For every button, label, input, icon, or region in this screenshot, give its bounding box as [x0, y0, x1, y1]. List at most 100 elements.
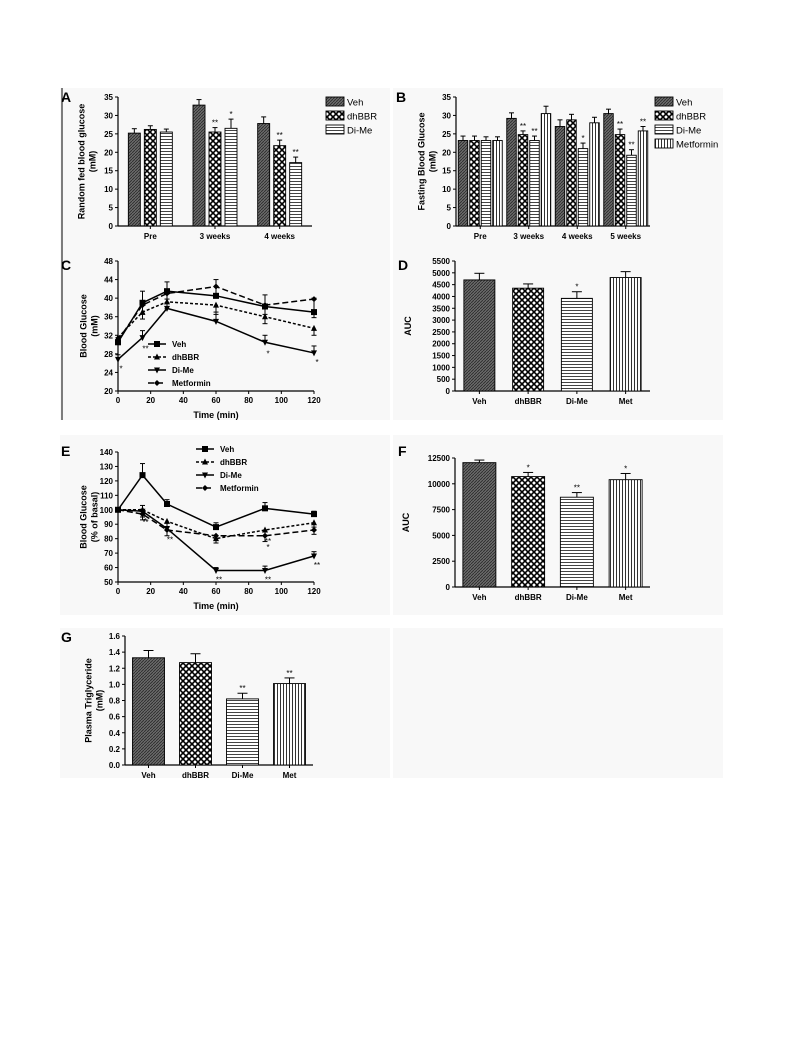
series-line [118, 509, 315, 540]
y-tick-label: 12500 [428, 454, 451, 463]
x-tick-label: 0 [116, 396, 121, 405]
x-tick-label: 100 [275, 587, 289, 596]
x-tick-label: 20 [146, 396, 155, 405]
marker-diamond [262, 302, 268, 309]
marker-triangle-down [202, 472, 208, 479]
x-tick-label: 80 [244, 587, 253, 596]
y-tick-label: 0.2 [109, 745, 121, 754]
x-axis-label: Time (min) [193, 601, 238, 611]
y-tick-label: 2500 [432, 557, 450, 566]
marker-triangle-down [164, 305, 170, 312]
x-tick-label: dhBBR [515, 593, 542, 602]
y-tick-label: 1500 [432, 352, 450, 361]
series-line [117, 509, 315, 537]
x-tick-label: Veh [472, 397, 486, 406]
x-tick-label: 60 [212, 396, 221, 405]
legend-label: Di-Me [172, 366, 194, 375]
legend-swatch [325, 96, 345, 107]
significance-mark: ** [531, 127, 537, 136]
series-line [117, 290, 315, 343]
y-tick-label: 10 [442, 185, 451, 194]
bar [127, 132, 141, 227]
y-tick-label: 40 [104, 294, 113, 303]
series-line [117, 285, 315, 341]
legend-label: dhBBR [347, 112, 377, 123]
significance-mark: * [581, 134, 584, 143]
significance-mark: * [168, 528, 171, 537]
marker-square [262, 505, 268, 512]
y-tick-label: 10 [104, 185, 113, 194]
x-tick-label: 3 weeks [200, 232, 231, 241]
x-axis-label: Time (min) [193, 410, 238, 420]
significance-mark: ** [265, 537, 271, 546]
y-tick-label: 32 [104, 331, 113, 340]
marker-diamond [262, 532, 268, 539]
marker-triangle [311, 519, 317, 526]
marker-triangle-down [154, 367, 160, 374]
y-tick-label: 4500 [432, 281, 450, 290]
series-line [117, 307, 315, 360]
legend-swatch [325, 124, 345, 135]
marker-triangle [202, 458, 208, 465]
panel-label-f: F [398, 443, 407, 459]
legend-label: Veh [172, 340, 186, 349]
y-tick-label: 0 [447, 222, 452, 231]
significance-mark: ** [286, 669, 292, 678]
y-axis-label: AUC [403, 316, 413, 336]
bar [226, 698, 259, 766]
significance-mark: ** [574, 484, 580, 493]
y-axis-label: Blood Glucose(mM) [79, 294, 100, 358]
bar [192, 104, 206, 227]
y-tick-label: 15 [104, 167, 113, 176]
x-tick-label: 3 weeks [513, 232, 544, 241]
marker-diamond [311, 296, 317, 303]
panel-label-e: E [61, 443, 70, 459]
y-tick-label: 20 [442, 148, 451, 157]
y-tick-label: 3000 [432, 316, 450, 325]
marker-diamond [139, 511, 146, 518]
panel-label-a: A [61, 89, 71, 105]
y-tick-label: 35 [442, 93, 451, 102]
significance-mark: ** [265, 575, 271, 584]
bar [517, 134, 529, 227]
y-tick-label: 1.0 [109, 680, 121, 689]
significance-mark: * [229, 110, 232, 119]
marker-square [164, 501, 170, 507]
panel-bg-f [393, 435, 723, 615]
bar [179, 662, 212, 766]
legend-label: Metformin [676, 140, 718, 151]
chart-g: 0.0 0.2 0.4 0.6 0.8 1.0 1.2 1.4 1.6 Plasma Trigly… [84, 632, 313, 780]
panel-label-c: C [61, 257, 71, 273]
x-tick-label: Di-Me [566, 593, 588, 602]
bar [609, 277, 642, 392]
y-tick-label: 1.6 [109, 632, 121, 641]
y-tick-label: 130 [100, 462, 114, 471]
marker-diamond [139, 302, 146, 309]
legend-label: Metformin [220, 484, 259, 493]
marker-triangle-down [213, 567, 219, 574]
significance-mark: ** [212, 119, 218, 128]
marker-triangle [154, 353, 160, 360]
bar [273, 683, 306, 766]
chart-f: 0 2500 5000 7500 10000 12500 AUC Veh * dhBBR ** Di-… [401, 454, 650, 602]
legend-label: dhBBR [172, 353, 199, 362]
legend-swatch [325, 110, 345, 121]
y-tick-label: 44 [104, 276, 113, 285]
y-tick-label: 20 [104, 148, 113, 157]
bar [540, 113, 552, 227]
significance-mark: ** [216, 575, 222, 584]
x-tick-label: 120 [307, 396, 321, 405]
bar [554, 126, 566, 227]
bar [637, 130, 649, 227]
significance-mark: ** [314, 561, 320, 570]
chart-e: 50 60 70 80 90 100 110 120 130 140 Blood Glucose(%… [79, 445, 322, 611]
significance-mark: ** [640, 117, 646, 126]
x-tick-label: Di-Me [232, 771, 254, 780]
x-tick-label: dhBBR [182, 771, 209, 780]
marker-diamond [213, 283, 219, 290]
y-tick-label: 10000 [428, 480, 451, 489]
y-tick-label: 3500 [432, 304, 450, 313]
marker-triangle-down [262, 567, 268, 574]
significance-mark: ** [628, 141, 634, 150]
y-tick-label: 2500 [432, 328, 450, 337]
